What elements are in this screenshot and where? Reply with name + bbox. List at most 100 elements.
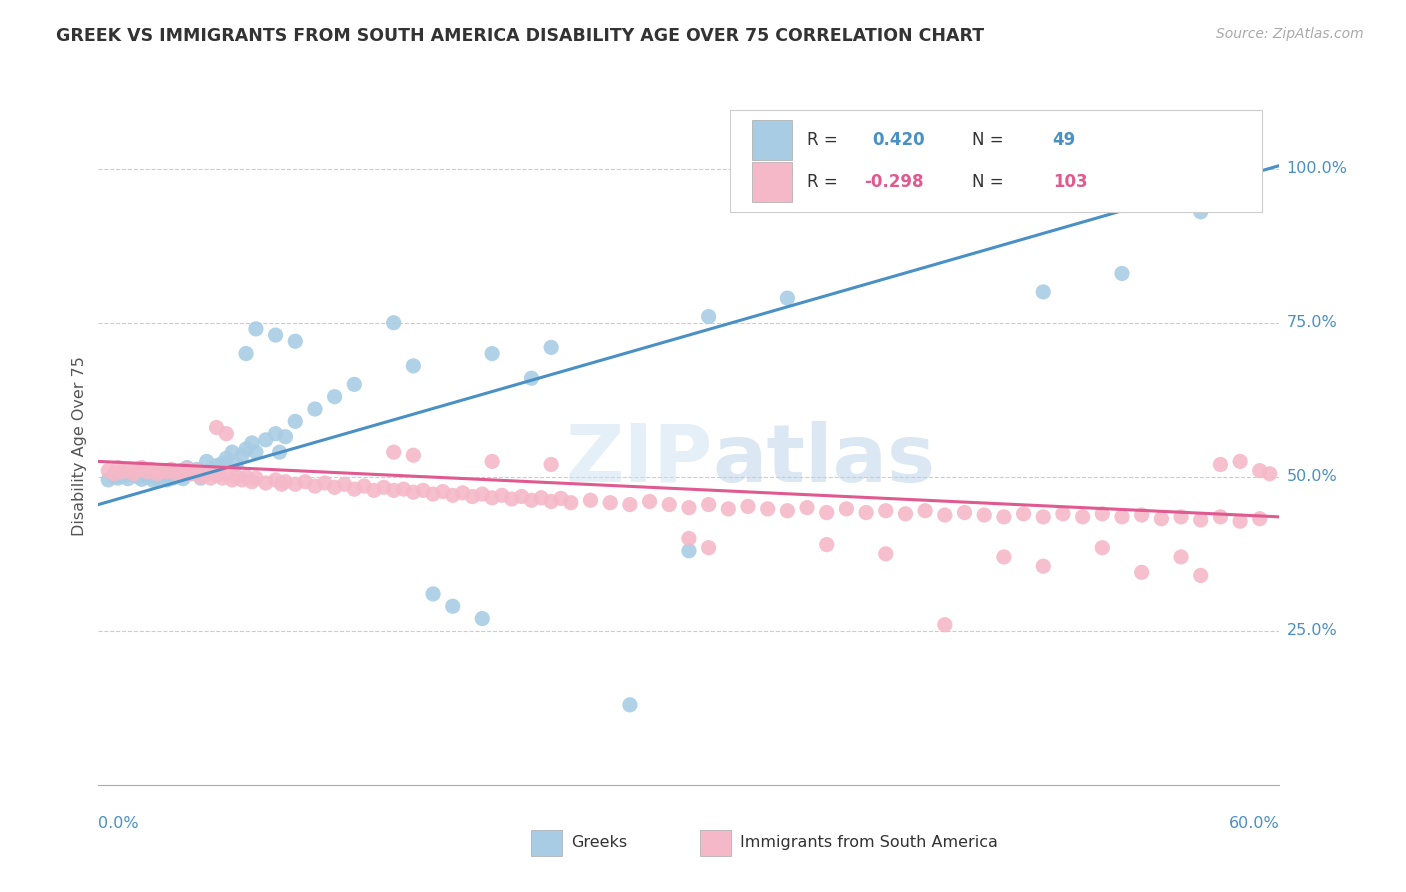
Point (166, 467, 188, 481)
Point (294, 475, 316, 489)
Point (225, 458, 247, 472)
Point (190, 470, 212, 484)
Text: 100.0%: 100.0% (1286, 161, 1347, 176)
Point (103, 467, 125, 481)
Point (402, 448, 425, 462)
Point (221, 473, 243, 487)
Point (776, 504, 799, 518)
Point (304, 479, 326, 493)
Text: 75.0%: 75.0% (1286, 315, 1337, 330)
Point (481, 346, 503, 360)
Point (1032, 509, 1054, 524)
Point (894, 507, 917, 521)
Point (382, 483, 405, 498)
Point (717, 501, 740, 516)
Point (323, 480, 346, 494)
Point (284, 334, 307, 349)
FancyBboxPatch shape (752, 120, 792, 160)
Point (215, 426, 238, 441)
Point (756, 501, 779, 516)
Point (697, 498, 720, 512)
Point (1249, 512, 1271, 526)
Point (451, 486, 474, 500)
Point (131, 460, 153, 475)
Point (520, 371, 543, 385)
Text: R =: R = (807, 173, 844, 191)
Point (835, 501, 858, 516)
Point (678, 543, 700, 558)
Point (186, 464, 208, 478)
Text: GREEK VS IMMIGRANTS FROM SOUTH AMERICA DISABILITY AGE OVER 75 CORRELATION CHART: GREEK VS IMMIGRANTS FROM SOUTH AMERICA D… (56, 27, 984, 45)
Point (697, 541, 720, 555)
Point (254, 475, 277, 490)
Point (160, 462, 183, 476)
Point (353, 479, 375, 493)
Point (1249, 464, 1271, 478)
Point (1170, 509, 1192, 524)
Point (200, 464, 222, 478)
Point (1258, 467, 1281, 481)
Point (180, 467, 202, 481)
Y-axis label: Disability Age Over 75: Disability Age Over 75 (72, 356, 87, 536)
Point (156, 465, 179, 479)
Point (875, 504, 897, 518)
Point (156, 473, 179, 487)
Point (619, 698, 641, 712)
Point (176, 462, 198, 476)
Text: 49: 49 (1053, 130, 1076, 149)
Point (1012, 507, 1035, 521)
Point (235, 442, 257, 456)
Point (176, 460, 198, 475)
Point (1209, 458, 1232, 472)
Point (619, 498, 641, 512)
Point (422, 487, 444, 501)
Point (205, 467, 228, 482)
Point (235, 470, 257, 484)
Point (215, 451, 238, 466)
Point (1189, 204, 1212, 219)
Point (1130, 566, 1153, 580)
Point (107, 471, 129, 485)
Point (304, 402, 326, 417)
Point (1071, 509, 1094, 524)
Point (432, 484, 454, 499)
Point (422, 587, 444, 601)
Point (122, 467, 145, 481)
Point (284, 477, 307, 491)
Point (934, 508, 956, 522)
Point (200, 471, 222, 485)
Point (225, 470, 247, 484)
Point (1229, 514, 1251, 528)
Point (180, 467, 202, 481)
Point (235, 346, 257, 360)
Point (284, 414, 307, 428)
Text: 50.0%: 50.0% (1286, 469, 1337, 484)
Point (382, 445, 405, 459)
Point (737, 500, 759, 514)
Point (160, 464, 183, 478)
Point (540, 340, 562, 354)
Point (1111, 509, 1133, 524)
Point (170, 464, 193, 478)
Point (205, 420, 228, 434)
Point (638, 494, 661, 508)
Point (697, 310, 720, 324)
Text: N =: N = (973, 173, 1010, 191)
Point (343, 482, 366, 496)
Point (481, 454, 503, 468)
Point (501, 491, 523, 506)
Point (97, 464, 120, 478)
Point (934, 617, 956, 632)
Point (993, 549, 1015, 564)
Point (550, 491, 572, 506)
Point (117, 472, 139, 486)
Point (172, 472, 194, 486)
Point (1111, 267, 1133, 281)
Point (1209, 509, 1232, 524)
Point (136, 465, 159, 479)
Point (343, 377, 366, 392)
Text: 103: 103 (1053, 173, 1087, 191)
Point (796, 500, 818, 515)
Point (471, 487, 494, 501)
Text: R =: R = (807, 130, 844, 149)
